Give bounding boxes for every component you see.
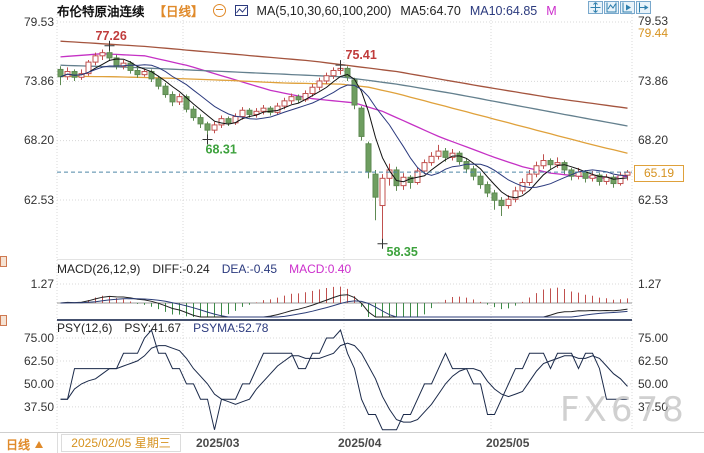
last-price-badge: 65.19	[634, 165, 684, 182]
reference-price: 79.44	[638, 26, 669, 40]
psy-tick-right: 50.00	[638, 377, 669, 391]
arrow-out-icon	[639, 2, 649, 13]
ma-overlay-lines	[60, 40, 628, 179]
price-tick-right: 73.86	[638, 74, 669, 88]
psy-pane-handle[interactable]	[0, 315, 7, 326]
price-tick-left: 73.86	[23, 74, 54, 88]
symbol-title: 布伦特原油连续	[57, 5, 145, 19]
ma-params-label: MA(5,10,30,60,100,200)	[256, 3, 392, 18]
month-tick: 2025/04	[338, 436, 382, 450]
macd-dea-value: DEA:-0.45	[221, 262, 278, 276]
macd-lines	[60, 294, 628, 318]
ma30-value-truncated: M	[546, 3, 557, 18]
svg-text:68.31: 68.31	[206, 142, 237, 156]
chevron-up-icon	[35, 441, 44, 448]
month-tick: 2025/05	[486, 436, 530, 450]
psy-title: PSY(12,6)	[57, 321, 113, 335]
period-tag: 【日线】	[153, 5, 204, 19]
psy-tick-right: 62.50	[638, 354, 669, 368]
price-annotations: 77.26 75.41 68.31 58.35	[96, 29, 418, 259]
macd-header: MACD(26,12,9) DIFF:-0.24 DEA:-0.45 MACD:…	[57, 262, 351, 276]
psy-tick-left: 75.00	[23, 331, 54, 345]
psy-lines	[60, 328, 628, 431]
ma-short-lines	[60, 58, 628, 199]
ma5-value: MA5:64.70	[400, 3, 461, 18]
macd-tick-right: 1.27	[638, 277, 662, 291]
psy-tick-left: 50.00	[23, 377, 54, 391]
macd-pane-handle[interactable]	[0, 256, 7, 267]
psy-tick-right: 37.50	[638, 400, 669, 414]
macd-tick-left: 1.27	[30, 277, 54, 291]
price-tick-right: 62.53	[638, 193, 669, 207]
chart-toolbar	[588, 1, 651, 14]
candles-layer	[57, 45, 631, 244]
axis-scale-icon	[606, 2, 617, 13]
chart-header: 布伦特原油连续 【日线】 MA(5,10,30,60,100,200) MA5:…	[57, 1, 557, 20]
period-selector-label: 日线	[6, 438, 31, 452]
svg-text:58.35: 58.35	[387, 245, 418, 259]
svg-text:75.41: 75.41	[346, 48, 377, 62]
svg-text:77.26: 77.26	[96, 29, 127, 43]
price-tick-left: 79.53	[23, 15, 54, 29]
time-axis-bar	[0, 432, 704, 453]
psyma-value: PSYMA:52.78	[193, 321, 269, 335]
ma10-value: MA10:64.85	[469, 3, 538, 18]
psy-tick-right: 75.00	[638, 331, 669, 345]
macd-title: MACD(26,12,9)	[57, 262, 141, 276]
macd-diff-value: DIFF:-0.24	[152, 262, 210, 276]
footer-divider	[57, 433, 58, 453]
psy-header: PSY(12,6) PSY:41.67 PSYMA:52.78	[57, 321, 268, 335]
price-tick-right: 79.53	[638, 14, 669, 28]
price-tick-left: 62.53	[23, 193, 54, 207]
psy-tick-left: 62.50	[23, 354, 54, 368]
crosshair-icon	[590, 2, 601, 13]
macd-histogram	[67, 286, 628, 317]
month-tick: 2025/03	[196, 436, 240, 450]
fx678-watermark: FX678	[560, 390, 688, 430]
chart-play-button[interactable]	[620, 1, 635, 14]
jump-latest-button[interactable]	[636, 1, 651, 14]
price-tick-left: 68.20	[23, 133, 54, 147]
axis-scale-button[interactable]	[604, 1, 619, 14]
move-crosshair-button[interactable]	[588, 1, 603, 14]
macd-hist-value: MACD:0.40	[289, 262, 352, 276]
psy-tick-left: 37.50	[23, 400, 54, 414]
first-date-box: 2025/02/05 星期三	[61, 434, 181, 452]
psy-value: PSY:41.67	[124, 321, 182, 335]
collapse-icon[interactable]	[212, 4, 226, 17]
price-tick-right: 68.20	[638, 133, 669, 147]
play-chart-icon	[622, 2, 632, 13]
period-selector-button[interactable]: 日线	[6, 436, 44, 453]
gridlines	[56, 14, 633, 431]
ma-indicator-icon[interactable]	[234, 5, 248, 16]
